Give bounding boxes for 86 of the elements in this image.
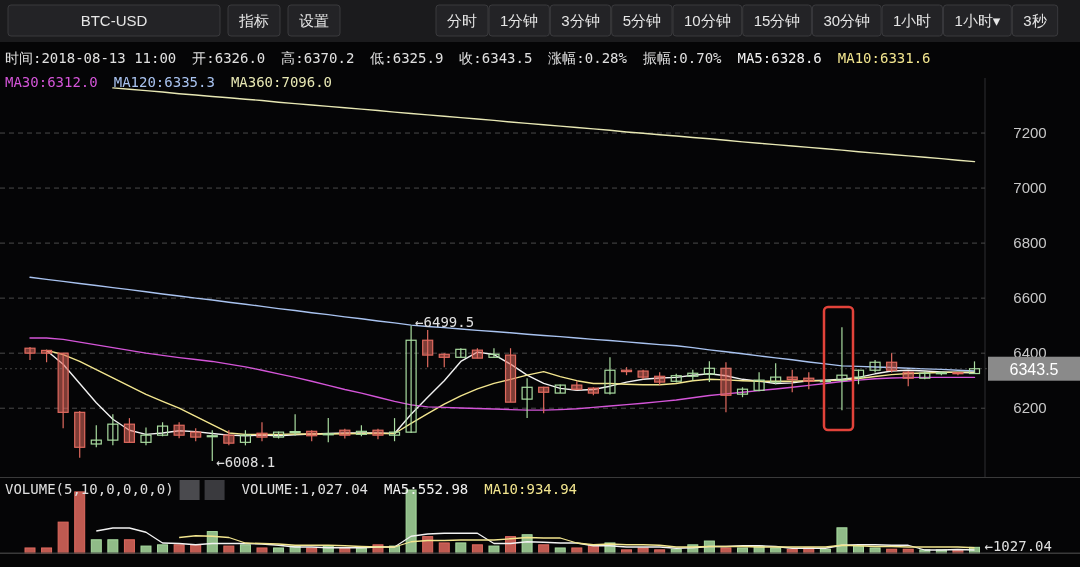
text: 分时 xyxy=(447,12,477,29)
text: 1小时 xyxy=(893,12,932,29)
text: 1小时▾ xyxy=(954,12,1001,29)
text: 时间:2018-08-13 11:00 xyxy=(5,50,177,66)
candlestick xyxy=(488,347,500,358)
bar xyxy=(223,545,235,554)
candlestick xyxy=(703,360,715,383)
candlestick xyxy=(952,371,964,376)
text: 设置 xyxy=(299,12,329,29)
text: ←6008.1 xyxy=(216,454,276,471)
bar xyxy=(57,521,69,554)
candlestick xyxy=(886,352,898,374)
text: 涨幅:0.28% xyxy=(548,50,628,66)
text: MA5:552.98 xyxy=(384,481,469,497)
candlestick xyxy=(289,413,301,437)
text: ←6499.5 xyxy=(415,313,475,330)
text: 1分钟 xyxy=(500,12,539,29)
candlestick xyxy=(90,424,102,448)
candlestick xyxy=(322,417,334,443)
bar xyxy=(123,539,135,554)
bar xyxy=(173,544,185,554)
text: 30分钟 xyxy=(823,12,871,29)
text: 收:6343.5 xyxy=(459,50,533,66)
text: ←1027.04 xyxy=(984,538,1052,554)
line-series xyxy=(29,337,976,411)
bar xyxy=(836,527,848,554)
bar xyxy=(869,547,881,554)
bar xyxy=(488,545,500,554)
candlestick xyxy=(770,362,782,385)
candlestick xyxy=(538,386,550,414)
candlestick xyxy=(372,428,384,440)
bar xyxy=(720,547,732,554)
bar xyxy=(90,539,102,554)
text: VOLUME:1,027.04 xyxy=(241,481,369,497)
y-tick-label: 7200 xyxy=(1013,124,1047,142)
chart-title: VOLUME(5,10,0,0,0,0) xyxy=(5,481,174,497)
y-tick-label: 6800 xyxy=(1013,234,1047,252)
candlestick xyxy=(74,410,86,459)
bar xyxy=(438,542,450,554)
candlestick xyxy=(753,371,765,392)
text: MA10:6331.6 xyxy=(837,50,931,66)
candlestick xyxy=(57,352,69,429)
candlestick xyxy=(869,359,881,374)
candlestick xyxy=(836,326,848,411)
text: MA10:934.94 xyxy=(484,481,578,497)
candlestick xyxy=(720,361,732,413)
text: 10分钟 xyxy=(684,12,731,29)
candlestick xyxy=(637,369,649,380)
candlestick xyxy=(24,346,36,361)
bar xyxy=(140,545,152,554)
text: 15分钟 xyxy=(753,12,801,29)
text: 3秒 xyxy=(1023,12,1047,29)
candlestick xyxy=(422,329,434,368)
candlestick xyxy=(521,377,533,419)
text: 3分钟 xyxy=(561,12,600,29)
text: BTC-USD xyxy=(80,12,148,29)
candlestick xyxy=(388,417,401,442)
candlestick xyxy=(604,356,616,396)
text: 5分钟 xyxy=(622,12,662,29)
bar xyxy=(107,539,119,554)
candlestick xyxy=(107,413,119,446)
bar xyxy=(256,547,268,554)
y-tick-label: 6600 xyxy=(1013,289,1047,307)
candlestick xyxy=(123,417,136,443)
candlestick xyxy=(173,421,185,439)
series-label: MA360:7096.0 xyxy=(230,74,333,90)
bar xyxy=(24,547,36,554)
candlestick xyxy=(256,421,268,442)
candlestick xyxy=(140,426,152,446)
ref-line-label: 6343.5 xyxy=(1009,360,1059,378)
y-tick-label: 6200 xyxy=(1013,399,1047,417)
text: 高:6370.2 xyxy=(281,50,355,66)
text: 开:6326.0 xyxy=(192,50,266,66)
line-series xyxy=(112,87,976,163)
text: MA5:6328.6 xyxy=(737,50,822,66)
text: 低:6325.9 xyxy=(370,50,444,66)
bar xyxy=(455,542,467,554)
y-tick-label: 7000 xyxy=(1013,179,1047,197)
candlestick xyxy=(206,429,218,462)
text: MA30:6312.0 xyxy=(5,74,98,90)
candlestick xyxy=(786,369,798,393)
candlestick xyxy=(504,347,517,403)
candlestick xyxy=(405,325,417,434)
text: 振幅:0.70% xyxy=(642,50,723,66)
text: MA120:6335.3 xyxy=(113,74,215,90)
text: 指标 xyxy=(238,12,269,29)
